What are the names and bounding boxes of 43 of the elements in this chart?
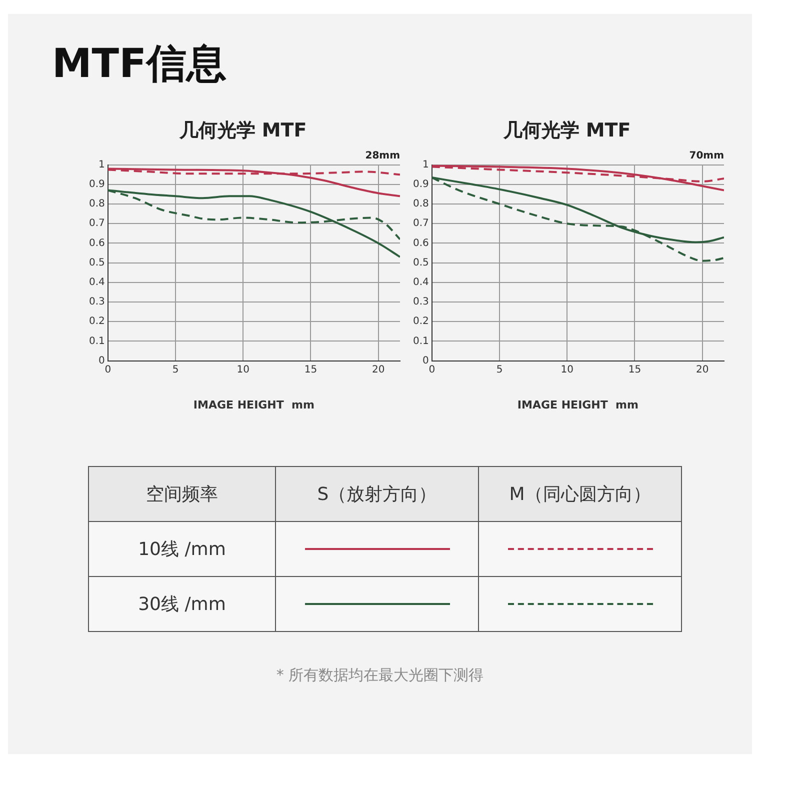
chart-title: 几何光学 MTF xyxy=(502,119,631,142)
y-tick-label: 1 xyxy=(98,159,105,170)
y-tick-label: 0.5 xyxy=(88,257,105,268)
y-tick-label: 0.8 xyxy=(412,198,429,210)
y-tick-label: 0.4 xyxy=(88,276,105,288)
legend-title: 空间频率 xyxy=(88,466,276,522)
y-tick-label: 0.4 xyxy=(412,276,429,288)
y-tick-label: 0.3 xyxy=(412,296,429,308)
x-tick-label: 5 xyxy=(172,364,179,376)
text: 70mm xyxy=(689,150,724,162)
y-tick-label: 0.7 xyxy=(88,218,105,230)
y-tick-label: 0.3 xyxy=(88,296,105,308)
x-tick-label: 5 xyxy=(496,364,503,376)
y-tick-label: 0.5 xyxy=(412,257,429,268)
x-tick-label: 20 xyxy=(372,364,385,376)
y-tick-label: 0.9 xyxy=(88,178,105,190)
x-axis-title: IMAGE HEIGHT mm xyxy=(193,398,314,412)
y-tick-label: 0 xyxy=(422,355,429,366)
x-tick-label: 10 xyxy=(560,364,574,376)
x-tick-label: 15 xyxy=(304,364,318,376)
y-tick-label: 0.2 xyxy=(412,316,429,328)
y-tick-label: 0.1 xyxy=(88,336,105,347)
category-label: 30线 /mm xyxy=(138,594,226,615)
y-tick-label: 0.2 xyxy=(88,316,105,328)
y-tick-label: 0.9 xyxy=(412,178,429,190)
text: MTF信息 xyxy=(51,40,228,89)
y-tick-label: 0.8 xyxy=(88,198,105,210)
x-tick-label: 10 xyxy=(236,364,250,376)
category-label: S（放射方向） xyxy=(276,466,478,522)
x-tick-label: 15 xyxy=(628,364,642,376)
text: 28mm xyxy=(365,150,400,162)
y-tick-label: 0 xyxy=(98,355,105,366)
text: * 所有数据均在最大光圈下测得 xyxy=(275,666,485,685)
y-tick-label: 0.1 xyxy=(412,336,429,347)
category-label: M（同心圆方向） xyxy=(478,466,682,522)
chart-title: 几何光学 MTF xyxy=(178,119,307,142)
x-axis-title: IMAGE HEIGHT mm xyxy=(517,398,638,412)
y-tick-label: 1 xyxy=(422,159,429,170)
y-tick-label: 0.6 xyxy=(88,238,105,249)
x-tick-label: 20 xyxy=(696,364,709,376)
y-tick-label: 0.7 xyxy=(412,218,429,230)
category-label: 10线 /mm xyxy=(138,539,226,560)
y-tick-label: 0.6 xyxy=(412,238,429,249)
